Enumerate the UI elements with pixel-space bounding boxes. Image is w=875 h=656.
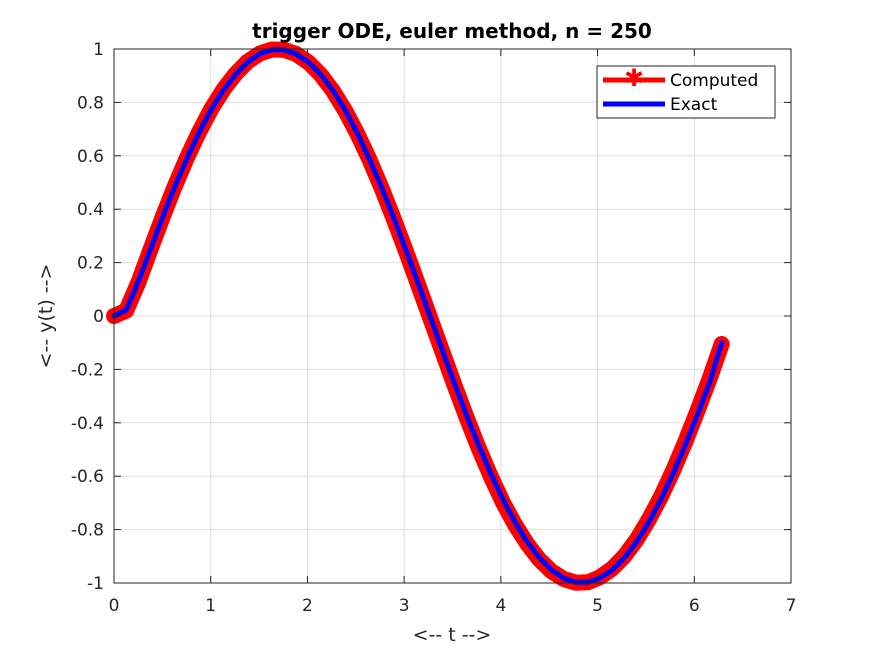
y-tick-label: 0.2	[77, 254, 104, 274]
legend-marker-computed: ✱	[624, 64, 644, 92]
legend-label-computed: Computed	[670, 71, 758, 91]
y-tick-label: -1	[87, 574, 104, 594]
y-tick-label: -0.2	[71, 360, 104, 380]
y-tick-label: 1	[93, 40, 104, 60]
series-exact-line	[111, 47, 725, 585]
y-tick-label: 0.8	[77, 93, 104, 113]
x-tick-label: 1	[205, 596, 216, 616]
x-tick-label: 6	[689, 596, 700, 616]
tick-marks	[113, 48, 792, 584]
y-tick-label: -0.8	[71, 521, 104, 541]
y-tick-label: -0.4	[71, 414, 104, 434]
x-tick-label: 4	[495, 596, 506, 616]
y-tick-label: 0.6	[77, 147, 104, 167]
y-axis-label: <-- y(t) -->	[35, 264, 57, 369]
x-tick-label: 0	[109, 596, 120, 616]
x-tick-label: 3	[399, 596, 410, 616]
x-tick-label: 7	[786, 596, 797, 616]
legend-label-exact: Exact	[670, 95, 718, 115]
y-tick-label: 0	[93, 307, 104, 327]
chart-title: trigger ODE, euler method, n = 250	[252, 19, 652, 43]
legend-box	[596, 65, 776, 119]
y-tick-label: 0.4	[77, 200, 104, 220]
x-axis-label: <-- t -->	[413, 624, 492, 646]
legend: ✱ Computed Exact	[596, 64, 776, 119]
x-tick-label: 2	[302, 596, 313, 616]
y-tick-label: -0.6	[71, 467, 104, 487]
x-tick-label: 5	[592, 596, 603, 616]
tick-labels: 0 1 2 3 4 5 6 7 -1 -0.8 -0.6 -0.4 -0.2 0 0.2 0.4 0.6 0.8 1	[71, 40, 797, 616]
